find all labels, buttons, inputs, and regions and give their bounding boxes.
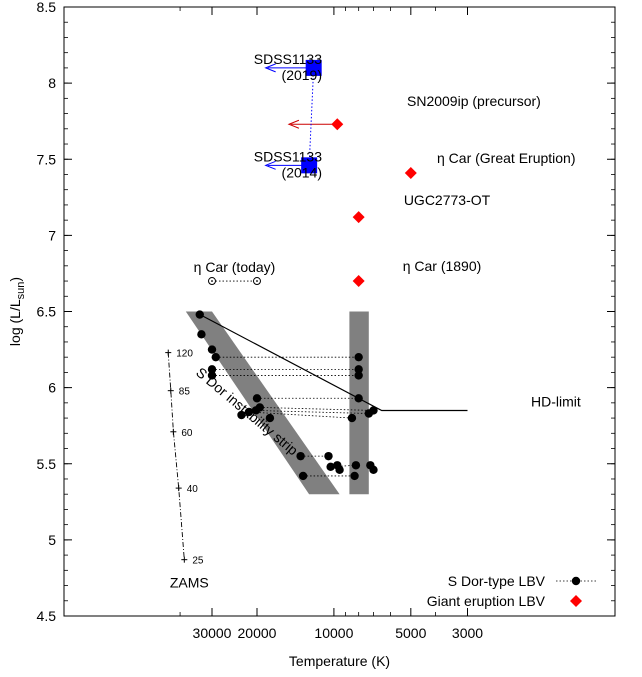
- sdor-lbv-point: [265, 413, 275, 423]
- sdor-lbv-point: [347, 413, 357, 423]
- sdss1133-link-line: [308, 67, 315, 166]
- zams-mass-label: 60: [181, 428, 193, 439]
- y-tick-label: 4.5: [37, 608, 57, 624]
- sdor-lbv-point: [252, 394, 262, 403]
- zams-mass-label: 120: [176, 349, 193, 360]
- legend-giant-marker: [570, 595, 582, 607]
- y-axis-label-subscript: sun: [15, 282, 27, 300]
- axes: 4.5 5 5.5 6 6.5 7 7.5 8 8.5 30000 20000 10000 5000 30…: [7, 0, 616, 669]
- y-tick-label: 6.5: [37, 304, 57, 320]
- zams-label: ZAMS: [170, 575, 209, 591]
- x-tick-label: 20000: [238, 625, 277, 641]
- giant-eruption-diamond: [352, 275, 365, 288]
- y-tick-label: 6: [48, 380, 56, 396]
- cool-temperature-band: [349, 311, 369, 495]
- sdor-connection-line: [255, 410, 369, 414]
- y-tick-label: 7: [48, 227, 56, 243]
- sdor-lbv-point: [354, 394, 363, 403]
- y-tick-label: 7.5: [37, 151, 57, 167]
- x-tick-label: 30000: [193, 625, 232, 641]
- y-axis-label-close: ): [7, 277, 23, 282]
- sdor-lbv-point: [197, 330, 206, 339]
- eta-car-great-eruption-label: η Car (Great Eruption): [437, 150, 576, 166]
- x-axis-label: Temperature (K): [289, 653, 390, 669]
- upper-limit-arrowhead: [287, 119, 300, 129]
- sdor-lbv-point: [350, 471, 359, 481]
- instability-strip-band: [185, 311, 340, 495]
- sdor-connection-line: [259, 407, 374, 411]
- giant-eruption-diamond: [352, 211, 365, 224]
- sdss1133-label: SDSS1133: [254, 51, 322, 67]
- sdor-lbv-point: [296, 451, 305, 461]
- eta-car-today-point-center: [211, 280, 213, 282]
- zams-mass-label: 25: [192, 556, 204, 567]
- sdss1133-label: SDSS1133: [254, 148, 322, 164]
- sdss1133-square: [301, 157, 318, 174]
- zams-line: [167, 352, 185, 560]
- giant-eruption-diamond: [331, 118, 344, 131]
- sdor-lbv-point: [335, 465, 344, 475]
- eta-car-today-label: η Car (today): [194, 259, 276, 275]
- y-axis-label-main: log (L/L: [7, 299, 23, 346]
- legend-sdor-label: S Dor-type LBV: [448, 573, 546, 589]
- sdor-lbv-point: [298, 471, 308, 481]
- sdss1133-square: [305, 59, 322, 76]
- y-tick-label: 5.5: [37, 456, 57, 472]
- y-axis-label: log (L/Lsun): [7, 277, 27, 346]
- sdor-lbv-point: [244, 407, 254, 417]
- sdor-lbv-point: [354, 365, 363, 374]
- data-marks: [165, 59, 417, 563]
- sdor-lbv-point: [211, 352, 220, 362]
- sdor-lbv-point: [207, 365, 217, 374]
- legend-giant-label: Giant eruption LBV: [427, 593, 546, 609]
- legend-sdor-marker: [571, 576, 581, 586]
- sdor-lbv-point: [354, 371, 363, 380]
- sdor-lbv-point: [351, 461, 361, 470]
- x-tick-label: 10000: [314, 625, 353, 641]
- sdor-lbv-point: [354, 352, 363, 362]
- hd-limit-line: [199, 313, 468, 412]
- giant-eruption-diamond: [404, 166, 417, 179]
- eta-car-today-point-center: [256, 280, 258, 282]
- ugc2773-label: UGC2773-OT: [404, 192, 491, 208]
- eta-car-1890-label: η Car (1890): [403, 258, 482, 274]
- sdor-lbv-point: [369, 465, 378, 475]
- zams-mass-label: 40: [187, 484, 199, 495]
- sdor-lbv-point: [237, 410, 246, 420]
- sdor-lbv-point: [207, 371, 217, 380]
- sdss1133-year-label: (2019): [282, 67, 322, 83]
- sdor-lbv-point: [251, 406, 261, 415]
- upper-limit-arrowhead: [264, 160, 276, 170]
- sn2009ip-label: SN2009ip (precursor): [407, 93, 541, 109]
- x-tick-label: 5000: [395, 625, 426, 641]
- zams-mass-label: 85: [179, 387, 191, 398]
- sdor-lbv-point: [326, 462, 335, 471]
- sdor-lbv-point: [364, 409, 374, 418]
- y-tick-label: 8: [48, 75, 56, 91]
- y-tick-label: 8.5: [37, 0, 57, 15]
- sdss1133-year-label: (2014): [282, 164, 322, 180]
- y-tick-label: 5: [48, 532, 56, 548]
- sdor-lbv-point: [195, 310, 204, 319]
- sdor-lbv-point: [207, 345, 217, 354]
- connector-lines: [167, 63, 468, 560]
- sdor-lbv-point: [324, 451, 333, 461]
- upper-limit-arrowhead: [264, 63, 276, 73]
- x-tick-label: 3000: [452, 625, 483, 641]
- hd-limit-label: HD-limit: [531, 393, 581, 409]
